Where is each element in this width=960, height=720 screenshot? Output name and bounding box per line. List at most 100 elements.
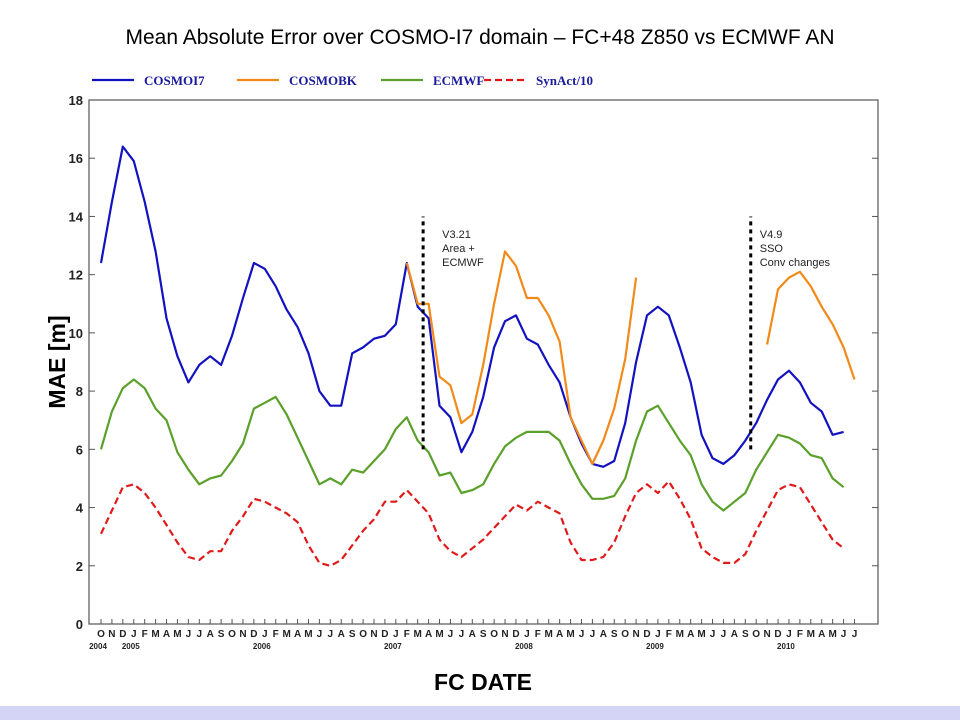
x-tick-label: J xyxy=(786,629,792,640)
x-year-label: 2009 xyxy=(646,642,664,651)
annotation-text: SSO xyxy=(760,243,784,255)
x-tick-label: M xyxy=(304,629,312,640)
x-tick-label: J xyxy=(131,629,137,640)
x-tick-label: N xyxy=(764,629,771,640)
series-line-cosmoi7 xyxy=(99,145,844,468)
x-tick-label: F xyxy=(273,629,279,640)
x-tick-label: F xyxy=(404,629,410,640)
x-tick-label: J xyxy=(196,629,202,640)
x-tick-label: J xyxy=(841,629,847,640)
y-tick-label: 2 xyxy=(76,559,83,574)
x-tick-label: O xyxy=(228,629,236,640)
x-tick-label: M xyxy=(566,629,574,640)
series-line-synact-10 xyxy=(100,480,845,567)
x-tick-label: N xyxy=(632,629,639,640)
x-tick-label: N xyxy=(108,629,115,640)
y-tick-label: 14 xyxy=(69,209,84,224)
x-tick-label: N xyxy=(239,629,246,640)
y-tick-label: 6 xyxy=(76,442,83,457)
x-tick-label: M xyxy=(828,629,836,640)
x-tick-label: A xyxy=(338,629,345,640)
y-tick-label: 8 xyxy=(76,384,83,399)
x-tick-label: J xyxy=(317,629,323,640)
chart-title: Mean Absolute Error over COSMO-I7 domain… xyxy=(125,26,835,49)
x-tick-label: O xyxy=(621,629,629,640)
x-tick-label: M xyxy=(697,629,705,640)
x-tick-label: F xyxy=(142,629,148,640)
x-tick-label: S xyxy=(218,629,225,640)
annotation-text: Conv changes xyxy=(760,257,831,269)
x-year-label: 2004 xyxy=(89,642,107,651)
x-tick-label: J xyxy=(655,629,661,640)
x-tick-label: J xyxy=(328,629,334,640)
y-tick-label: 0 xyxy=(76,617,83,632)
x-tick-label: J xyxy=(579,629,585,640)
x-tick-label: A xyxy=(163,629,170,640)
x-tick-label: D xyxy=(512,629,519,640)
legend: COSMOI7 COSMOBK ECMWF SynAct/10 xyxy=(92,73,593,88)
series-line-cosmobk xyxy=(766,270,856,380)
y-tick-label: 4 xyxy=(76,501,84,516)
y-tick-label: 10 xyxy=(69,326,83,341)
x-tick-label: J xyxy=(721,629,727,640)
x-tick-label: M xyxy=(435,629,443,640)
legend-label: ECMWF xyxy=(433,73,484,88)
x-tick-label: S xyxy=(349,629,356,640)
x-tick-label: J xyxy=(448,629,454,640)
x-tick-label: D xyxy=(774,629,781,640)
x-tick-label: N xyxy=(370,629,377,640)
x-tick-label: M xyxy=(807,629,815,640)
x-tick-label: O xyxy=(490,629,498,640)
x-tick-label: D xyxy=(119,629,126,640)
x-tick-label: O xyxy=(752,629,760,640)
x-year-label: 2007 xyxy=(384,642,402,651)
x-tick-label: D xyxy=(643,629,650,640)
x-tick-label: S xyxy=(480,629,487,640)
annotation-text: V3.21 xyxy=(442,229,471,241)
series-line-ecmwf xyxy=(99,378,845,512)
x-tick-label: S xyxy=(742,629,749,640)
x-axis-title: FC DATE xyxy=(434,669,532,695)
x-tick-label: O xyxy=(97,629,105,640)
x-tick-label: N xyxy=(501,629,508,640)
x-tick-label: J xyxy=(710,629,716,640)
x-tick-label: M xyxy=(414,629,422,640)
x-tick-label: D xyxy=(250,629,257,640)
x-tick-label: A xyxy=(818,629,825,640)
x-tick-label: S xyxy=(611,629,618,640)
x-tick-label: J xyxy=(524,629,530,640)
annotation-text: V4.9 xyxy=(760,229,783,241)
x-tick-label: A xyxy=(556,629,563,640)
x-tick-label: A xyxy=(469,629,476,640)
annotation-text: ECMWF xyxy=(442,257,484,269)
y-tick-label: 16 xyxy=(69,151,83,166)
x-tick-label: F xyxy=(797,629,803,640)
x-tick-label: J xyxy=(459,629,465,640)
x-tick-label: A xyxy=(294,629,301,640)
x-tick-label: A xyxy=(207,629,214,640)
x-tick-label: M xyxy=(545,629,553,640)
x-year-label: 2008 xyxy=(515,642,533,651)
x-tick-label: A xyxy=(687,629,694,640)
y-axis-title: MAE [m] xyxy=(44,315,70,408)
x-year-label: 2010 xyxy=(777,642,795,651)
x-tick-label: F xyxy=(535,629,541,640)
x-year-label: 2005 xyxy=(122,642,140,651)
x-tick-label: J xyxy=(393,629,399,640)
x-tick-label: O xyxy=(359,629,367,640)
legend-label: SynAct/10 xyxy=(536,73,593,88)
x-tick-label: M xyxy=(676,629,684,640)
x-tick-label: A xyxy=(731,629,738,640)
legend-label: COSMOBK xyxy=(289,73,358,88)
annotations: V3.21 Area + ECMWF V4.9 SSO Conv changes xyxy=(421,216,831,450)
x-tick-label: A xyxy=(600,629,607,640)
x-tick-label: M xyxy=(151,629,159,640)
legend-label: COSMOI7 xyxy=(144,73,205,88)
x-tick-label: J xyxy=(590,629,596,640)
x-tick-label: J xyxy=(186,629,192,640)
x-tick-label: A xyxy=(425,629,432,640)
x-tick-label: J xyxy=(262,629,268,640)
footer-band xyxy=(0,706,960,720)
